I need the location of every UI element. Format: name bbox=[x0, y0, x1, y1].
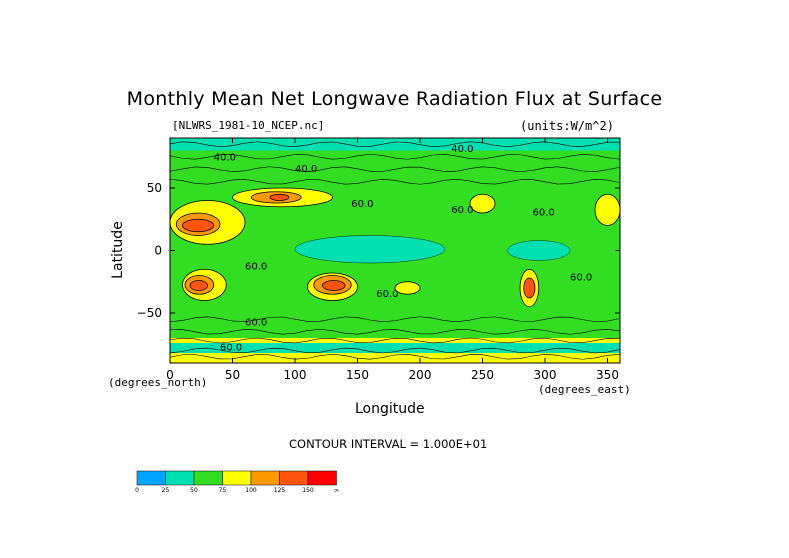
y-axis-units: (degrees_north) bbox=[108, 376, 208, 389]
region-cell bbox=[394, 281, 421, 295]
contour-line bbox=[169, 347, 621, 354]
contour-line bbox=[169, 166, 621, 173]
region-cell bbox=[523, 277, 536, 299]
y-tick-label: 50 bbox=[147, 181, 162, 195]
x-axis-label: Longitude bbox=[355, 401, 425, 417]
x-tick-label: 150 bbox=[346, 368, 369, 382]
region-band bbox=[170, 343, 620, 353]
x-tick-label: 100 bbox=[284, 368, 307, 382]
contour-label: 60.0 bbox=[351, 199, 373, 210]
colorbar-swatch bbox=[250, 470, 280, 486]
contour-interval-label: CONTOUR INTERVAL = 1.000E+01 bbox=[289, 437, 488, 451]
x-tick-label: 0 bbox=[166, 368, 174, 382]
contour-label: 40.0 bbox=[295, 164, 317, 175]
colorbar-label: 75 bbox=[219, 487, 227, 494]
colorbar-label: 0 bbox=[135, 487, 139, 494]
colorbar-label: 25 bbox=[162, 487, 170, 494]
region-cell bbox=[182, 218, 215, 233]
region-cell bbox=[507, 240, 571, 261]
y-tick-label: −50 bbox=[137, 306, 162, 320]
contour-label: 60.0 bbox=[533, 208, 555, 219]
contour-label: 40.0 bbox=[214, 153, 236, 164]
file-label: [NLWRS_1981-10_NCEP.nc] bbox=[172, 119, 325, 132]
chart-title: Monthly Mean Net Longwave Radiation Flux… bbox=[126, 88, 663, 110]
region-cell bbox=[594, 193, 621, 226]
contour-label: 60.0 bbox=[245, 261, 267, 272]
colorbar-label: ∞ bbox=[334, 487, 339, 494]
colorbar-swatch bbox=[193, 470, 223, 486]
x-tick-label: 300 bbox=[534, 368, 557, 382]
contour-label: 60.0 bbox=[570, 273, 592, 284]
colorbar-swatch bbox=[222, 470, 252, 486]
colorbar-label: 50 bbox=[190, 487, 198, 494]
region-cell bbox=[294, 235, 446, 264]
contour-line bbox=[169, 153, 621, 160]
contour-line bbox=[169, 353, 621, 360]
region-band bbox=[170, 138, 620, 151]
contour-label: 60.0 bbox=[376, 289, 398, 300]
region-cell bbox=[269, 193, 290, 201]
colorbar-label: 100 bbox=[245, 487, 257, 494]
x-tick-label: 350 bbox=[596, 368, 619, 382]
x-axis-units: (degrees_east) bbox=[538, 383, 631, 396]
region-cell bbox=[469, 193, 496, 214]
x-tick-label: 250 bbox=[471, 368, 494, 382]
contour-label: 60.0 bbox=[451, 205, 473, 216]
colorbar-label: 125 bbox=[274, 487, 286, 494]
contour-line bbox=[169, 328, 621, 335]
colorbar-swatch bbox=[279, 470, 309, 486]
x-tick-label: 200 bbox=[409, 368, 432, 382]
y-tick-label: 0 bbox=[154, 244, 162, 258]
contour-label: 40.0 bbox=[451, 144, 473, 155]
colorbar-swatch bbox=[165, 470, 195, 486]
region-cell bbox=[189, 280, 208, 291]
units-label: (units:W/m^2) bbox=[520, 119, 614, 133]
contour-label: 60.0 bbox=[245, 318, 267, 329]
contour-line bbox=[169, 316, 621, 323]
colorbar-label: 150 bbox=[302, 487, 314, 494]
region-cell bbox=[322, 280, 346, 291]
x-tick-label: 50 bbox=[225, 368, 240, 382]
colorbar-swatch bbox=[307, 470, 337, 486]
contour-line bbox=[169, 141, 621, 148]
contour-label: 60.0 bbox=[220, 343, 242, 354]
contour-line bbox=[169, 337, 621, 344]
contour-line bbox=[169, 178, 621, 185]
colorbar-swatch bbox=[136, 470, 166, 486]
